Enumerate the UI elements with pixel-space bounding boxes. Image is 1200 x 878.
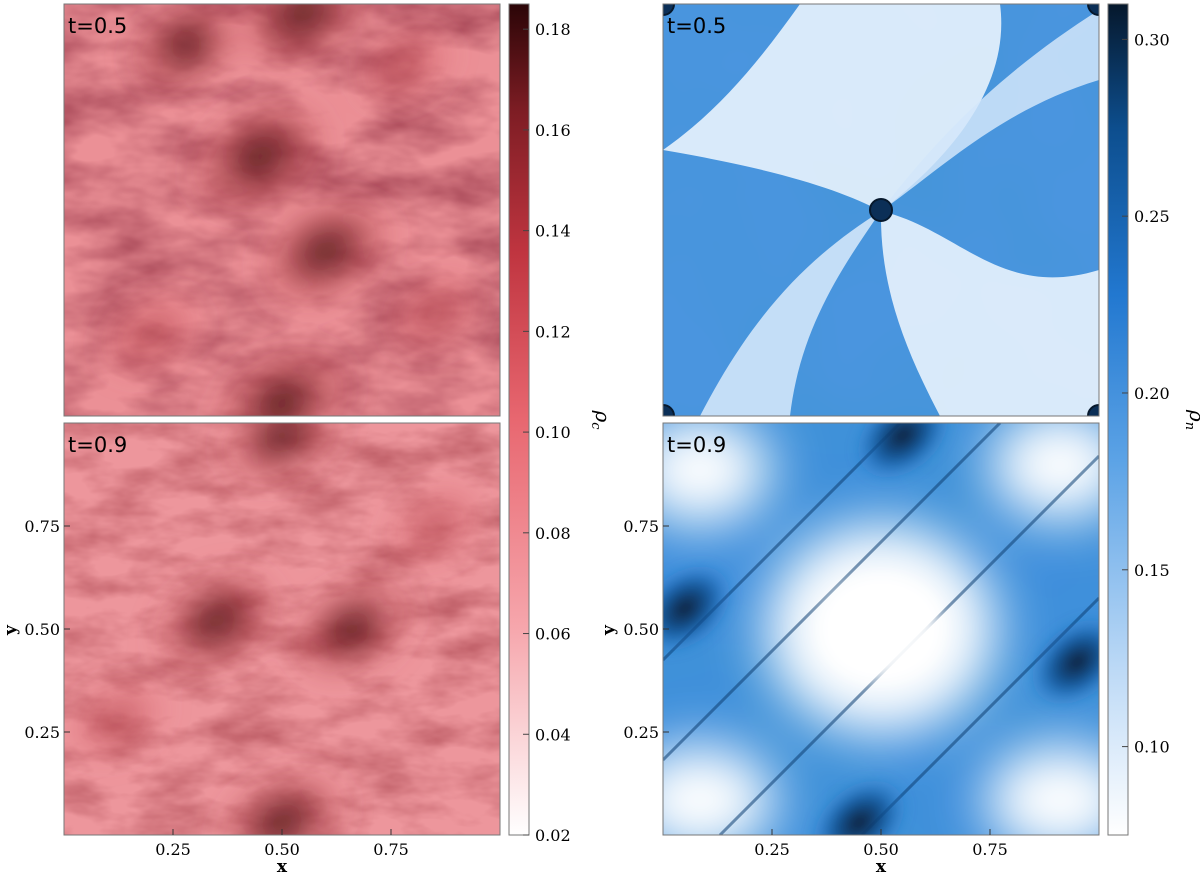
x-tick-label: 0.50 xyxy=(863,840,899,859)
density-feature xyxy=(1028,616,1099,708)
y-tick-label: 0.75 xyxy=(623,517,659,536)
colorbar-tick-label: 0.30 xyxy=(1134,30,1170,49)
colorbar-right xyxy=(1107,3,1129,836)
y-tick-label: 0.50 xyxy=(623,620,659,639)
colorbar-tick-label: 0.02 xyxy=(535,826,571,845)
colorbar-left-ticks: 0.02 0.04 0.06 0.08 0.10 0.12 0.14 0.16 0.18 xyxy=(523,20,571,845)
colorbar-right-ticks: 0.10 0.15 0.20 0.25 0.30 xyxy=(1122,30,1170,757)
colorbar-tick-label: 0.08 xyxy=(535,524,571,543)
density-feature xyxy=(127,4,245,94)
panel-bottom-right xyxy=(663,423,1099,835)
density-feature xyxy=(234,4,374,71)
colorbar-tick-label: 0.04 xyxy=(535,725,571,744)
panel-bottom-left-title: t=0.9 xyxy=(68,433,127,457)
density-feature xyxy=(869,198,893,222)
x-tick-label: 0.25 xyxy=(754,840,790,859)
x-tick-label: 0.25 xyxy=(155,840,191,859)
panel-bottom-right-features xyxy=(663,423,1099,835)
density-feature xyxy=(663,4,675,16)
panel-top-right-features xyxy=(663,4,1099,416)
density-feature xyxy=(663,404,675,416)
colorbar-tick-label: 0.06 xyxy=(535,625,571,644)
density-feature xyxy=(663,562,734,655)
density-feature xyxy=(1087,4,1099,16)
colorbar-tick-label: 0.10 xyxy=(1134,738,1170,757)
density-feature xyxy=(1087,404,1099,416)
y-tick-label: 0.50 xyxy=(24,620,60,639)
panel-bottom-left xyxy=(64,423,500,835)
panel-bottom-right-ylabel: y xyxy=(599,624,619,636)
x-tick-label: 0.50 xyxy=(264,840,300,859)
panel-bottom-left-features xyxy=(64,423,488,835)
colorbar-left-label: ρc xyxy=(588,409,615,430)
colorbar-tick-label: 0.20 xyxy=(1134,384,1170,403)
density-feature xyxy=(351,21,458,111)
panel-top-right-light-lobe-lower xyxy=(880,211,1099,416)
colorbar-right-label: ρn xyxy=(1182,409,1200,430)
density-feature xyxy=(208,342,356,416)
panel-top-right-frame xyxy=(662,3,1100,417)
density-feature xyxy=(811,569,951,689)
y-tick-label: 0.25 xyxy=(623,723,659,742)
density-feature xyxy=(854,423,952,482)
panel-bottom-right-title: t=0.9 xyxy=(667,433,726,457)
colorbar-tick-label: 0.14 xyxy=(535,222,571,241)
panel-top-right-light-lobe-upper xyxy=(663,4,1002,211)
y-tick-label: 0.75 xyxy=(24,517,60,536)
panel-top-right-light-lobe-left xyxy=(700,211,881,416)
colorbar-tick-label: 0.12 xyxy=(535,322,571,341)
panel-bottom-right-axes: 0.25 0.50 0.75 0.25 0.50 0.75 xyxy=(623,517,1007,859)
density-feature xyxy=(188,96,333,217)
density-feature xyxy=(213,765,351,835)
density-feature xyxy=(254,192,397,311)
panel-bottom-left-xlabel: x xyxy=(277,857,288,877)
panel-top-left-frame xyxy=(63,3,501,417)
x-tick-label: 0.75 xyxy=(972,840,1008,859)
colorbar-tick-label: 0.25 xyxy=(1134,207,1170,226)
colorbar-tick-label: 0.18 xyxy=(535,20,571,39)
panel-bottom-right-xlabel: x xyxy=(876,857,887,877)
panel-bottom-left-axes: 0.25 0.50 0.75 0.25 0.50 0.75 xyxy=(24,517,408,859)
density-feature xyxy=(95,287,207,381)
panel-top-right-light-lobe-right xyxy=(881,10,1099,211)
density-feature xyxy=(381,268,488,358)
panel-top-right xyxy=(663,4,1099,416)
panel-top-left xyxy=(64,4,500,416)
density-feature xyxy=(150,565,283,676)
density-feature xyxy=(810,776,908,835)
density-feature xyxy=(287,575,417,683)
density-feature xyxy=(381,481,488,571)
panel-top-left-title: t=0.5 xyxy=(68,14,127,38)
colorbar-tick-label: 0.15 xyxy=(1134,561,1170,580)
colorbar-left xyxy=(508,3,530,836)
colorbar-tick-label: 0.16 xyxy=(535,121,571,140)
density-feature xyxy=(64,675,170,765)
density-feature xyxy=(218,423,346,489)
panel-bottom-left-ylabel: y xyxy=(1,624,21,636)
colorbar-tick-label: 0.10 xyxy=(535,423,571,442)
panel-top-right-title: t=0.5 xyxy=(667,14,726,38)
panel-top-left-features xyxy=(95,4,488,416)
x-tick-label: 0.75 xyxy=(373,840,409,859)
y-tick-label: 0.25 xyxy=(24,723,60,742)
